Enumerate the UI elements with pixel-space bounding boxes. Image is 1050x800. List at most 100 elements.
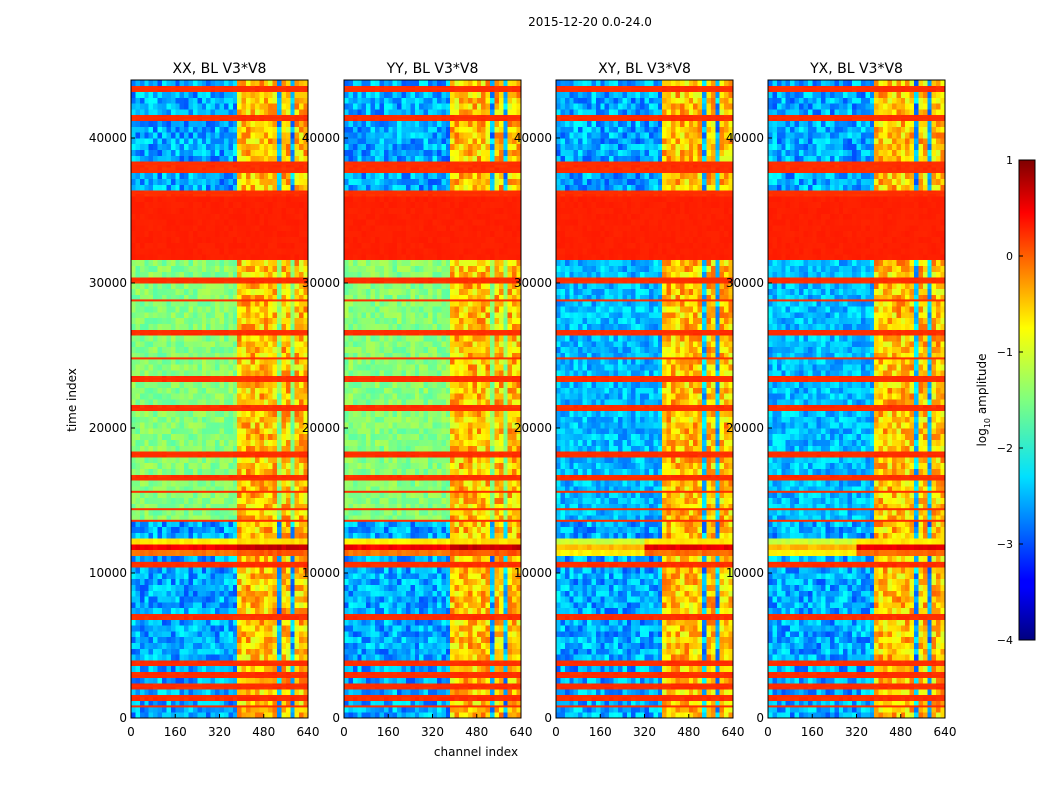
heatmap-cell	[135, 230, 141, 237]
heatmap-cell	[259, 700, 265, 707]
heatmap-cell	[139, 167, 145, 174]
heatmap-cell	[192, 520, 198, 527]
heatmap-cell	[485, 642, 491, 649]
heatmap-cell	[188, 358, 194, 365]
heatmap-cell	[201, 317, 207, 324]
heatmap-cell	[192, 480, 198, 487]
heatmap-cell	[254, 219, 260, 226]
heatmap-cell	[285, 648, 291, 655]
heatmap-cell	[299, 671, 304, 678]
heatmap-cell	[161, 538, 167, 545]
heatmap-cell	[259, 665, 265, 672]
heatmap-cell	[250, 584, 256, 591]
heatmap-cell	[383, 677, 389, 684]
heatmap-cell	[223, 445, 229, 452]
heatmap-cell	[259, 567, 265, 574]
y-tick-label: 30000	[89, 276, 127, 290]
heatmap-cell	[263, 196, 269, 203]
heatmap-cell	[157, 283, 163, 290]
heatmap-cell	[184, 410, 189, 417]
heatmap-cell	[370, 648, 376, 655]
heatmap-cell	[223, 625, 229, 632]
heatmap-cell	[237, 201, 243, 208]
heatmap-cell	[215, 259, 220, 266]
heatmap-cell	[223, 393, 229, 400]
heatmap-cell	[272, 567, 278, 574]
heatmap-cell	[428, 660, 433, 667]
heatmap-cell	[157, 288, 163, 295]
heatmap-cell	[272, 532, 278, 539]
heatmap-cell	[299, 689, 304, 696]
heatmap-cell	[175, 196, 181, 203]
heatmap-cell	[259, 468, 265, 475]
heatmap-cell	[494, 689, 500, 696]
heatmap-cell	[228, 694, 234, 701]
heatmap-cell	[268, 700, 274, 707]
heatmap-cell	[219, 242, 225, 249]
heatmap-cell	[228, 462, 234, 469]
heatmap-cell	[445, 660, 451, 667]
heatmap-cell	[135, 433, 141, 440]
heatmap-cell	[197, 590, 203, 597]
heatmap-cell	[192, 404, 198, 411]
heatmap-cell	[148, 607, 154, 614]
heatmap-cell	[166, 712, 172, 719]
heatmap-cell	[263, 520, 269, 527]
heatmap-cell	[201, 300, 207, 307]
heatmap-cell	[192, 242, 198, 249]
heatmap-cell	[219, 335, 225, 342]
heatmap-cell	[250, 103, 256, 110]
heatmap-cells	[344, 80, 522, 719]
heatmap-cell	[170, 178, 176, 185]
heatmap-cell	[277, 126, 282, 133]
heatmap-cell	[294, 660, 300, 667]
heatmap-cell	[139, 109, 145, 116]
heatmap-cell	[206, 300, 212, 307]
heatmap-cell	[148, 486, 154, 493]
heatmap-cell	[192, 654, 198, 661]
heatmap-cell	[299, 654, 304, 661]
heatmap-cell	[272, 312, 278, 319]
heatmap-cell	[463, 712, 469, 719]
heatmap-cell	[299, 364, 304, 371]
heatmap-cell	[161, 515, 167, 522]
heatmap-cell	[219, 236, 225, 243]
heatmap-cell	[223, 178, 229, 185]
heatmap-cell	[472, 677, 478, 684]
heatmap-cell	[223, 584, 229, 591]
heatmap-cell	[277, 700, 282, 707]
heatmap-cell	[215, 387, 220, 394]
heatmap-cell	[157, 80, 163, 87]
heatmap-cell	[246, 346, 251, 353]
heatmap-cell	[157, 265, 163, 272]
heatmap-cell	[153, 80, 158, 87]
heatmap-cell	[410, 694, 416, 701]
heatmap-cell	[250, 532, 256, 539]
heatmap-cell	[272, 503, 278, 510]
heatmap-cell	[170, 642, 176, 649]
heatmap-cell	[232, 613, 238, 620]
heatmap-cell	[268, 370, 274, 377]
heatmap-cell	[139, 335, 145, 342]
heatmap-cell	[188, 410, 194, 417]
heatmap-cell	[210, 625, 216, 632]
heatmap-cell	[246, 97, 251, 104]
heatmap-cell	[352, 642, 358, 649]
heatmap-cell	[144, 433, 150, 440]
heatmap-cell	[201, 196, 207, 203]
heatmap-cell	[259, 120, 265, 127]
heatmap-cell	[161, 526, 167, 533]
heatmap-cell	[263, 706, 269, 713]
heatmap-cell	[157, 428, 163, 435]
heatmap-cell	[139, 532, 145, 539]
heatmap-cell	[299, 196, 304, 203]
heatmap-cell	[188, 654, 194, 661]
heatmap-cell	[237, 335, 243, 342]
heatmap-cell	[246, 706, 251, 713]
heatmap-cell	[277, 648, 282, 655]
heatmap-cell	[237, 352, 243, 359]
heatmap-cell	[285, 364, 291, 371]
heatmap-cell	[263, 283, 269, 290]
heatmap-cell	[148, 416, 154, 423]
heatmap-cell	[241, 370, 247, 377]
